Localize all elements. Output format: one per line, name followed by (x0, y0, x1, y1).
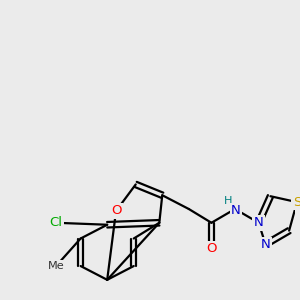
Text: S: S (293, 196, 300, 208)
Text: Me: Me (48, 261, 64, 271)
Text: O: O (111, 205, 121, 218)
Text: N: N (231, 205, 241, 218)
Text: Cl: Cl (50, 216, 63, 229)
Text: O: O (206, 242, 217, 255)
Text: N: N (254, 216, 263, 229)
Text: H: H (224, 196, 233, 206)
Text: N: N (261, 238, 270, 251)
